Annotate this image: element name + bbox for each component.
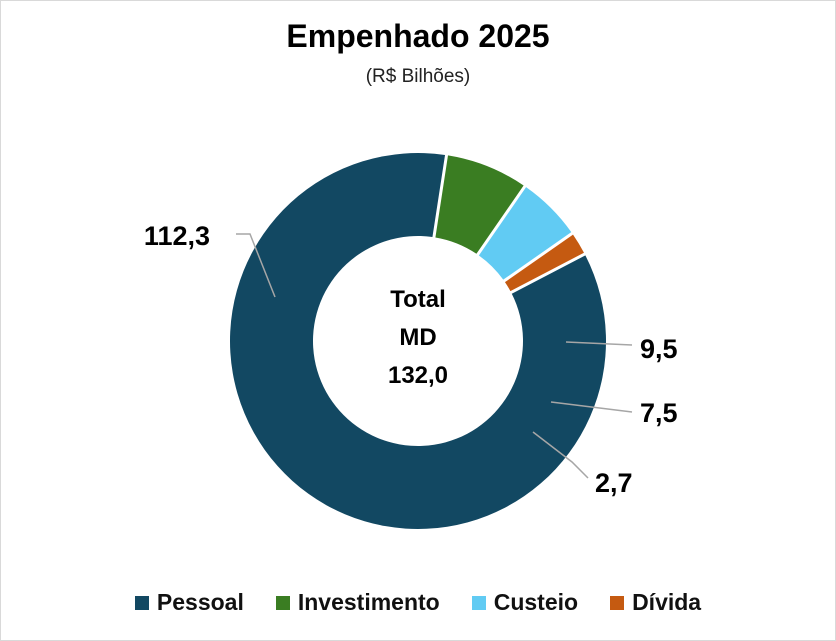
center-label-line1: Total bbox=[390, 286, 446, 313]
legend-swatch-custeio bbox=[471, 595, 486, 610]
leader-line-investimento bbox=[565, 341, 633, 346]
legend-label-investimento: Investimento bbox=[297, 589, 440, 615]
donut-slice-custeio bbox=[478, 187, 572, 280]
leader-line-divida bbox=[532, 431, 589, 479]
legend-item-pessoal: Pessoal bbox=[134, 589, 244, 616]
legend-swatch-divida bbox=[610, 595, 625, 610]
data-label-pessoal: 112,3 bbox=[144, 221, 210, 251]
legend-label-custeio: Custeio bbox=[493, 589, 579, 615]
center-total-value: 132,0 bbox=[387, 362, 449, 389]
legend-swatch-pessoal bbox=[134, 595, 149, 610]
legend-item-investimento: Investimento bbox=[275, 589, 440, 616]
data-label-custeio: 7,5 bbox=[640, 398, 678, 428]
donut-slice-investimento bbox=[435, 155, 524, 254]
legend: Pessoal Investimento Custeio Dívida bbox=[0, 589, 836, 616]
data-label-divida: 2,7 bbox=[595, 468, 633, 498]
legend-item-custeio: Custeio bbox=[471, 589, 579, 616]
legend-label-divida: Dívida bbox=[632, 589, 702, 615]
legend-item-divida: Dívida bbox=[610, 589, 701, 616]
leader-line-custeio bbox=[550, 401, 633, 413]
chart-title: Empenhado 2025 bbox=[286, 18, 550, 54]
leader-line-pessoal bbox=[236, 233, 276, 298]
chart-subtitle: (R$ Bilhões) bbox=[365, 66, 471, 87]
data-label-investimento: 9,5 bbox=[640, 334, 678, 364]
donut-slice-divida bbox=[504, 234, 584, 292]
legend-swatch-investimento bbox=[275, 595, 290, 610]
donut-slice-pessoal bbox=[229, 153, 606, 530]
legend-label-pessoal: Pessoal bbox=[156, 589, 244, 615]
center-label-line2: MD bbox=[399, 324, 437, 351]
